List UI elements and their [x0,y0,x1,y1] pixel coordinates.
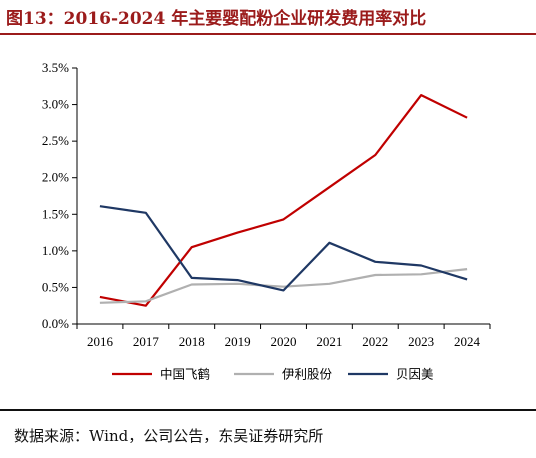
x-tick-label: 2022 [362,334,388,349]
x-tick-label: 2018 [179,334,205,349]
y-tick-label: 1.0% [42,243,69,258]
x-tick-label: 2021 [316,334,342,349]
series-line-1 [99,93,468,307]
figure-header: 图13：2016-2024 年主要婴配粉企业研发费用率对比 [0,0,536,36]
y-tick-label: 0.0% [42,316,69,331]
series-line-3 [99,205,468,292]
legend-label: 贝因美 [396,368,434,382]
series-line-2 [99,268,468,304]
legend-label: 中国飞鹤 [160,367,210,382]
y-tick-label: 1.5% [42,206,69,221]
title-divider [0,33,536,35]
source-note: 数据来源：Wind，公司公告，东吴证券研究所 [14,427,324,445]
x-tick-label: 2020 [271,334,297,349]
y-tick-label: 3.0% [42,97,69,112]
x-tick-label: 2019 [225,334,251,349]
y-tick-label: 2.0% [42,170,69,185]
chart-container: 0.0% 0.5% 1.0% 1.5% 2.0% 2.5% 3.0% 3.5% 2016 2017… [0,36,536,408]
y-tick-label: 3.5% [42,60,69,75]
source-divider [0,409,536,411]
x-tick-label: 2023 [408,334,434,349]
x-tick-label: 2017 [133,334,160,349]
y-tick-label: 2.5% [42,133,69,148]
x-tick-label: 2016 [87,334,114,349]
x-tick-label: 2024 [454,334,481,349]
figure-title: 图13：2016-2024 年主要婴配粉企业研发费用率对比 [6,9,427,29]
line-chart: 0.0% 0.5% 1.0% 1.5% 2.0% 2.5% 3.0% 3.5% 2016 2017… [42,60,491,382]
legend-label: 伊利股份 [282,368,333,382]
y-tick-label: 0.5% [42,279,69,294]
